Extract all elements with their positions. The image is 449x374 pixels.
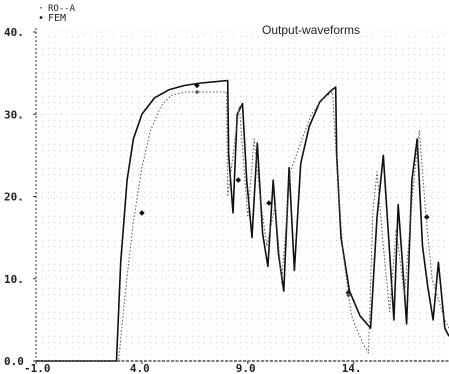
y-tick-label-1: 10. [4, 273, 24, 286]
series-1-marker-3 [266, 200, 272, 206]
y-tick-label-3: 30. [4, 108, 24, 121]
legend-symbol-1: · [38, 3, 44, 14]
series-2-marker-1 [346, 293, 351, 298]
x-tick-label-2: 9.0 [236, 362, 256, 374]
legend-label-1: RO--A [48, 4, 76, 14]
legend-label-2: FEM [48, 13, 66, 24]
legend-symbol-2: • [38, 13, 44, 24]
series-group [36, 79, 449, 362]
y-tick-label-2: 20. [4, 191, 24, 204]
series-1-marker-2 [235, 177, 242, 183]
legend: · RO--A • FEM [38, 3, 76, 24]
x-tick-label-3: 14. [342, 362, 362, 374]
series-2-marker-0 [194, 89, 200, 95]
series-1-marker-1 [194, 82, 200, 89]
series-1-marker-0 [139, 210, 145, 216]
series-line-2 [36, 91, 449, 362]
tick-labels: 0.0 10. 20. 30. 40. -1.0 4.0 9.0 14. [4, 26, 362, 374]
y-tick-label-4: 40. [4, 26, 24, 39]
x-tick-label-0: -1.0 [24, 362, 51, 374]
chart-title: Output-waveforms [262, 23, 360, 37]
series-1-marker-5 [423, 214, 430, 220]
plot-background [36, 32, 449, 361]
y-tick-label-0: 0.0 [4, 355, 24, 368]
plot-grid [36, 31, 449, 362]
series-line-1 [36, 79, 449, 362]
x-tick-label-1: 4.0 [130, 362, 150, 374]
